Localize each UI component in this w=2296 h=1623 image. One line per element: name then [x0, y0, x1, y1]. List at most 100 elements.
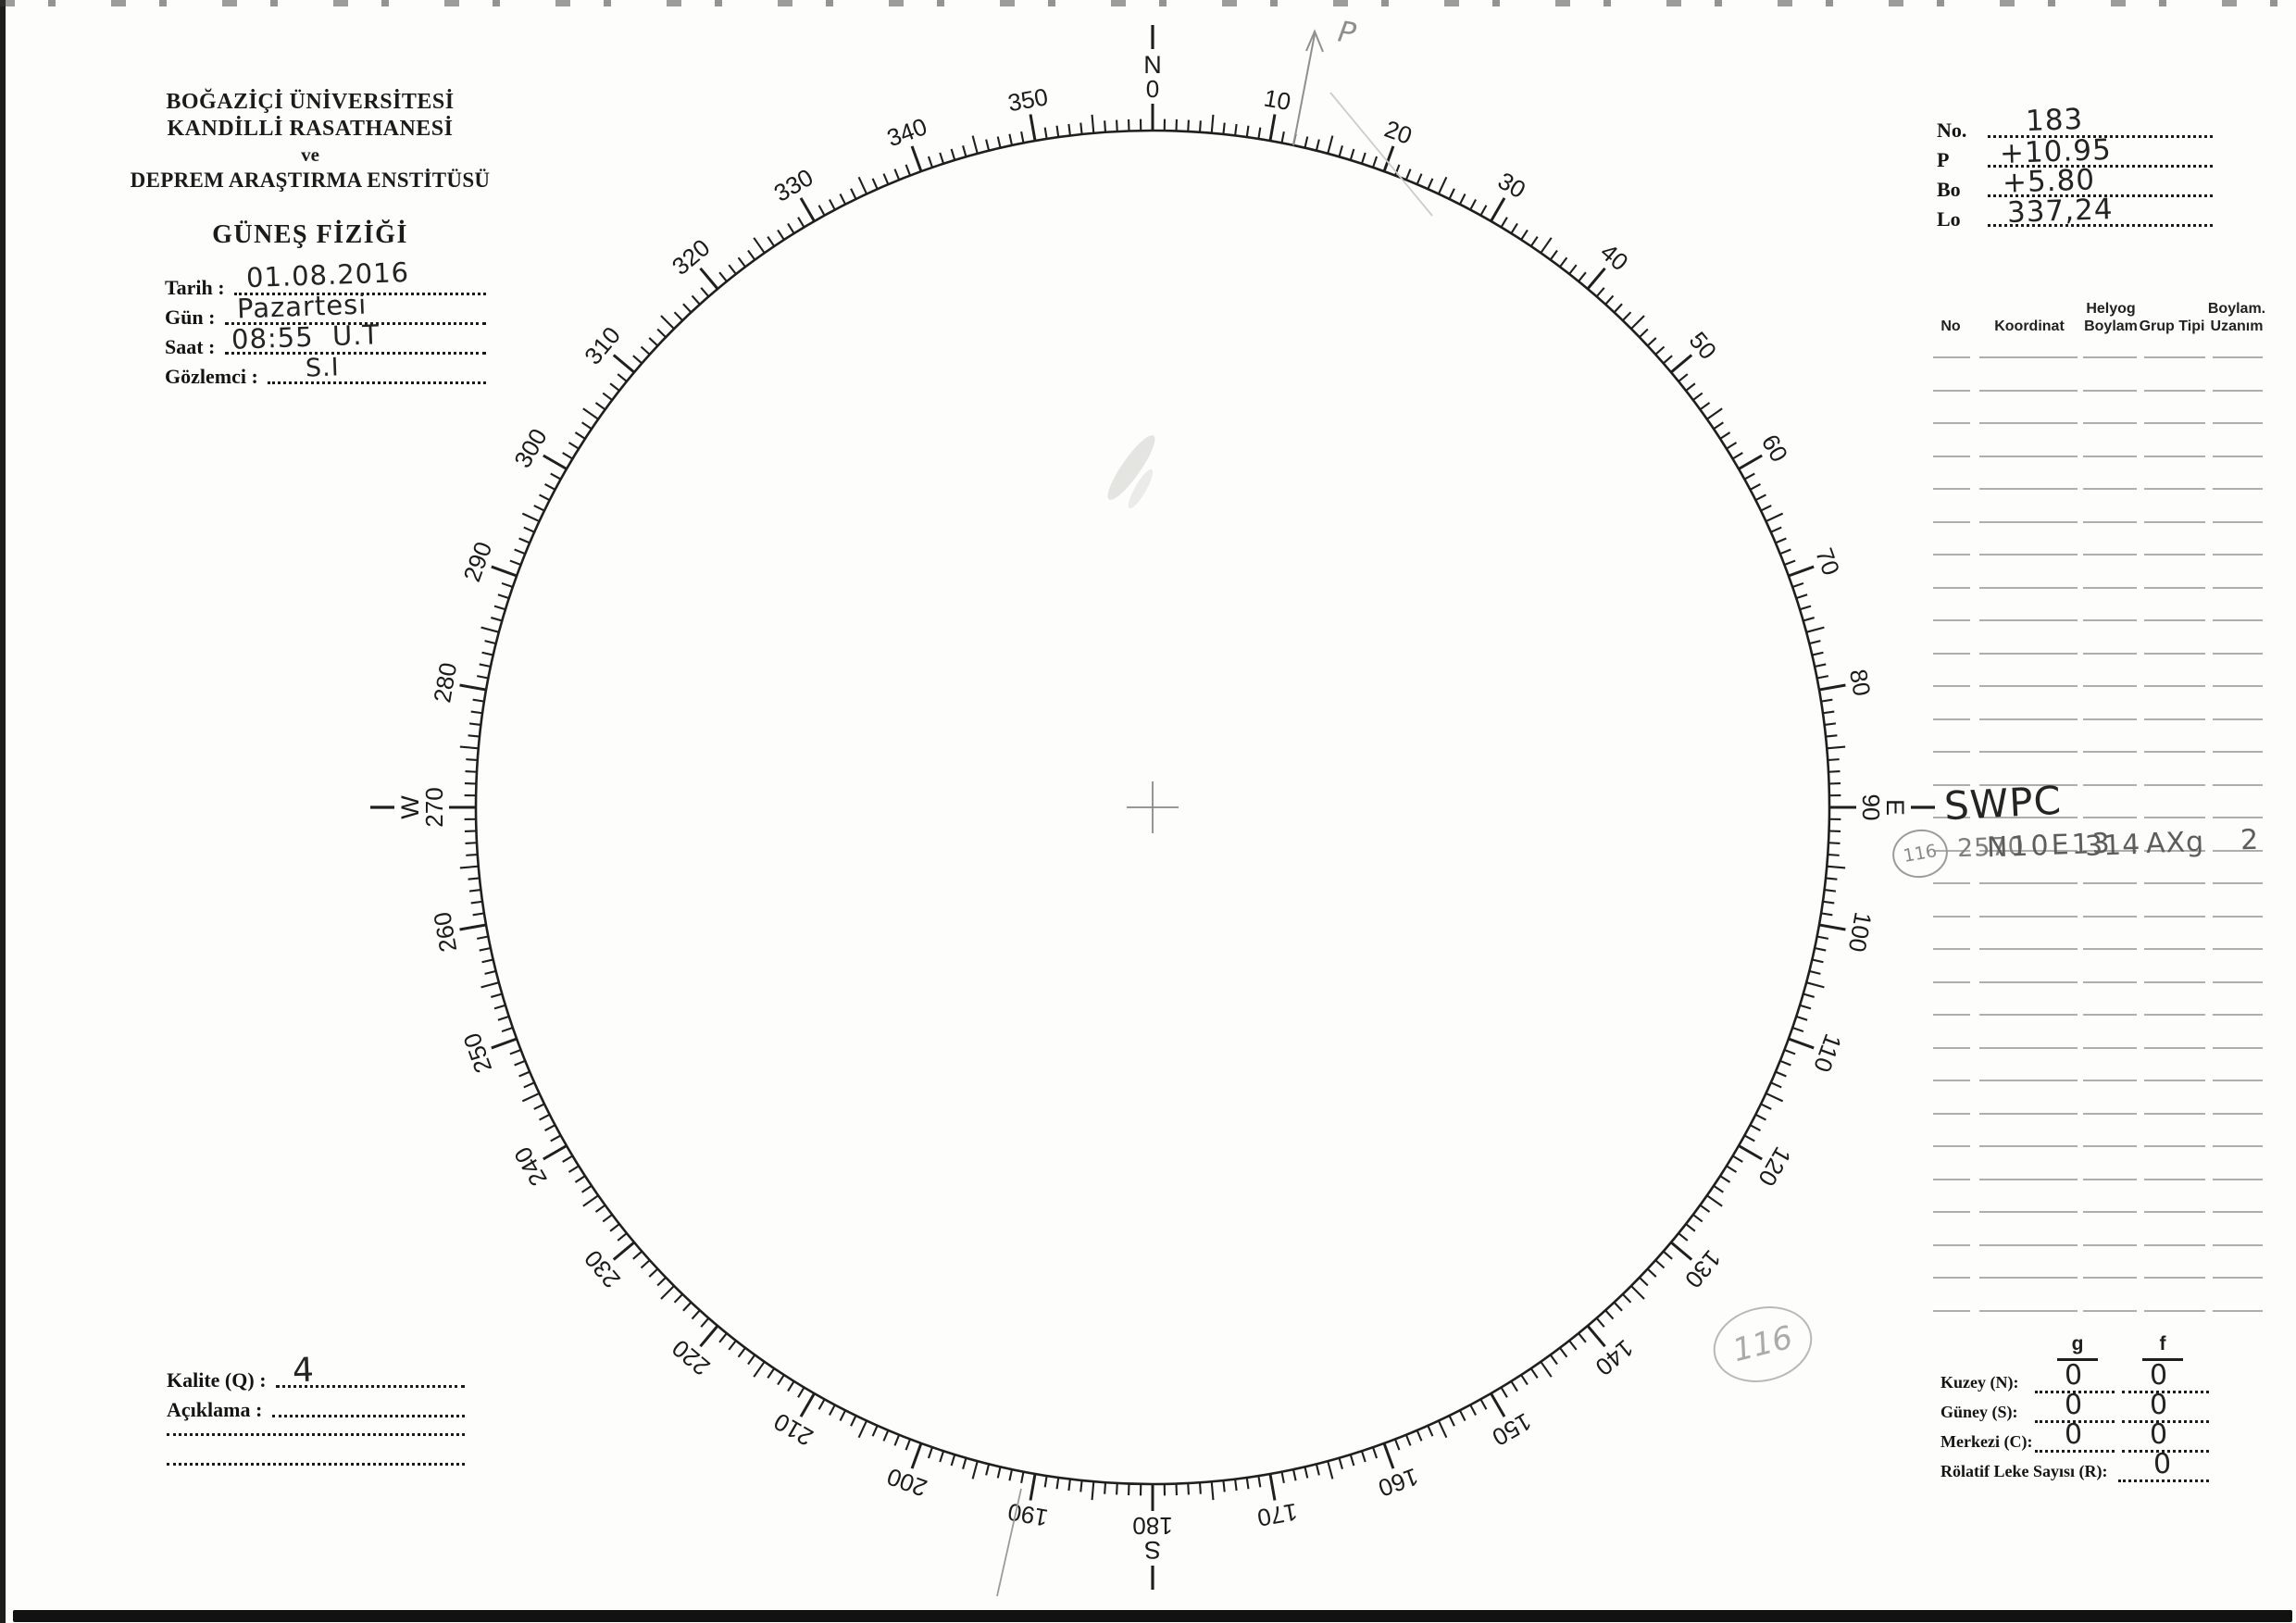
table-row-line: [2083, 1046, 2137, 1049]
major-tick: [491, 1037, 518, 1050]
table-row-line: [2083, 882, 2137, 884]
minor-tick: [484, 640, 496, 645]
degree-label: 10: [1262, 84, 1293, 117]
major-tick: [612, 354, 635, 374]
dotted-leader: [276, 1384, 465, 1388]
scan-smudge: [1107, 435, 1155, 500]
major-tick: [459, 683, 487, 692]
table-row-line: [2213, 948, 2263, 950]
minor-tick: [1187, 1482, 1190, 1495]
table-row-line: [2144, 422, 2205, 424]
table-row-line: [1933, 554, 1970, 556]
minor-tick: [1559, 256, 1568, 268]
major-tick: [1382, 145, 1395, 172]
spot-table-column-header: Koordinat: [1994, 318, 2065, 334]
table-row-line: [1979, 718, 2078, 720]
table-row-line: [2213, 422, 2263, 424]
minor-tick: [1479, 1398, 1488, 1410]
minor-tick: [1549, 249, 1558, 261]
minor-tick: [1639, 328, 1649, 338]
table-row-line: [2213, 817, 2263, 818]
minor-tick: [1549, 1354, 1558, 1366]
table-row-line: [2144, 685, 2205, 687]
table-row-line: [1933, 1145, 1970, 1147]
major-tick: [1382, 1442, 1395, 1469]
minor-tick: [829, 199, 836, 211]
table-row-line: [2213, 1046, 2263, 1049]
table-row-line: [1979, 980, 2078, 983]
minor-tick: [1245, 1477, 1250, 1490]
minor-tick: [1803, 993, 1815, 998]
major-tick: [1818, 683, 1846, 692]
institution-line1: BOĞAZİÇİ ÜNİVERSİTESİ: [166, 90, 455, 114]
minor-tick: [1393, 1439, 1401, 1451]
minor-tick: [1749, 1124, 1761, 1131]
bo-label: Bo: [1937, 178, 1961, 201]
cardinal-letter: N: [1143, 51, 1162, 79]
minor-tick: [1338, 1457, 1343, 1469]
major-tick: [612, 1241, 635, 1261]
table-row-line: [1979, 948, 2078, 950]
dotted-line: [167, 1411, 465, 1436]
minor-tick: [1210, 1481, 1215, 1501]
handwritten-merkezi-g: 0: [2064, 1417, 2084, 1452]
table-row-line: [2083, 520, 2137, 523]
minor-tick: [1743, 472, 1755, 481]
minor-tick: [656, 1277, 667, 1287]
table-row-line: [2083, 554, 2137, 556]
pencil-p-label: P: [1336, 15, 1358, 51]
minor-tick: [550, 1134, 562, 1142]
minor-tick: [493, 605, 506, 611]
dotted-leader: [2122, 1398, 2209, 1423]
table-row-line: [1979, 1309, 2078, 1312]
minor-tick: [747, 1354, 756, 1366]
minor-tick: [544, 483, 556, 491]
table-row-line: [2213, 652, 2263, 655]
minor-tick: [539, 1113, 551, 1121]
table-row-line: [2144, 751, 2205, 753]
minor-tick: [1187, 119, 1190, 132]
kuzey-label: Kuzey (N):: [1940, 1373, 2019, 1392]
minor-tick: [602, 1214, 613, 1223]
handwritten-source: SWPC: [1942, 777, 2064, 830]
no-label: No.: [1937, 119, 1967, 142]
table-row-line: [2213, 980, 2263, 983]
table-row-line: [1979, 1112, 2078, 1115]
minor-tick: [466, 758, 478, 762]
minor-tick: [1578, 1332, 1587, 1343]
minor-tick: [501, 1026, 514, 1033]
minor-tick: [1327, 1460, 1334, 1479]
table-row-line: [1979, 619, 2078, 621]
table-row-line: [1933, 488, 1970, 490]
table-row-line: [1933, 652, 1970, 655]
table-row-line: [1933, 520, 1970, 523]
degree-label: 350: [1005, 82, 1050, 117]
handwritten-merkezi-f: 0: [2149, 1417, 2169, 1452]
table-row-line: [1933, 1112, 1970, 1115]
scan-edge-bottom: [13, 1610, 2292, 1622]
field-saat: Saat :: [165, 331, 486, 359]
handwritten-gozlemci: S.I: [305, 353, 341, 383]
table-row-line: [2083, 1145, 2137, 1147]
minor-tick: [1713, 1184, 1724, 1193]
minor-tick: [459, 745, 479, 750]
minor-tick: [1245, 125, 1250, 138]
field-aciklama: Açıklama :: [167, 1394, 465, 1422]
gozlemci-label: Gözlemci :: [165, 365, 264, 388]
table-row-line: [1933, 718, 1970, 720]
table-row-line: [2144, 849, 2205, 852]
table-row-line: [2144, 455, 2205, 457]
minor-tick: [839, 1409, 847, 1421]
degree-label: 260: [428, 910, 462, 955]
minor-tick: [1828, 758, 1840, 762]
table-row-line: [1979, 389, 2078, 392]
table-row-line: [2083, 718, 2137, 720]
table-row-line: [1979, 520, 2078, 523]
table-row-line: [2213, 455, 2263, 457]
minor-tick: [747, 249, 756, 261]
table-row-line: [1979, 817, 2078, 818]
minor-tick: [1510, 1380, 1518, 1392]
minor-tick: [1805, 626, 1825, 633]
pencil-axis-line: [996, 1488, 1022, 1597]
count-row-relative: Rölatif Leke Sayısı (R):: [1940, 1455, 2112, 1481]
